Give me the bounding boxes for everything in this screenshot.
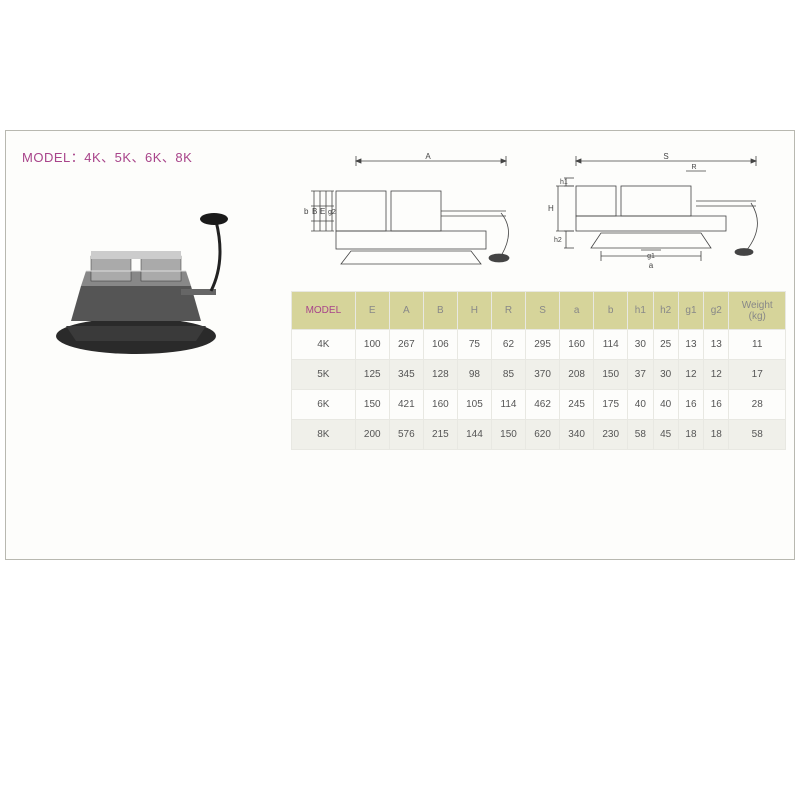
table-cell: 75 [457,330,491,360]
dim-label-S: S [663,152,668,161]
dim-label-E: E [320,207,325,216]
dim-label-g1: g1 [647,253,655,260]
col-header: B [423,292,457,330]
table-row: 8K2005762151441506203402305845181858 [292,420,786,450]
dim-label-A: A [425,152,431,161]
table-cell: 98 [457,360,491,390]
model-title: MODEL：4K、5K、6K、8K [22,147,192,166]
spec-sheet: MODEL：4K、5K、6K、8K [5,130,795,560]
dim-label-B: B [312,207,317,216]
col-header: g1 [678,292,703,330]
dim-label-b: b [304,207,309,216]
table-cell: 25 [653,330,678,360]
table-cell: 85 [491,360,525,390]
table-cell: 345 [389,360,423,390]
table-cell: 421 [389,390,423,420]
table-cell: 13 [678,330,703,360]
table-cell: 620 [526,420,560,450]
table-cell: 40 [653,390,678,420]
table-cell: 267 [389,330,423,360]
table-cell: 150 [594,360,628,390]
table-cell: 28 [729,390,786,420]
table-cell: 295 [526,330,560,360]
col-header: g2 [704,292,729,330]
table-cell: 5K [292,360,356,390]
col-header: h1 [628,292,653,330]
table-cell: 17 [729,360,786,390]
table-cell: 18 [704,420,729,450]
table-row: 5K12534512898853702081503730121217 [292,360,786,390]
table-cell: 200 [355,420,389,450]
dim-label-H: H [548,204,554,213]
table-row: 4K10026710675622951601143025131311 [292,330,786,360]
table-cell: 11 [729,330,786,360]
table-cell: 62 [491,330,525,360]
table-cell: 18 [678,420,703,450]
table-cell: 45 [653,420,678,450]
table-cell: 462 [526,390,560,420]
col-header: b [594,292,628,330]
table-cell: 150 [491,420,525,450]
table-cell: 30 [628,330,653,360]
table-cell: 16 [678,390,703,420]
dim-label-h2: h2 [554,237,562,244]
table-cell: 128 [423,360,457,390]
col-header: h2 [653,292,678,330]
table-cell: 6K [292,390,356,420]
table-cell: 58 [729,420,786,450]
table-cell: 58 [628,420,653,450]
table-cell: 114 [491,390,525,420]
table-cell: 160 [423,390,457,420]
table-cell: 208 [560,360,594,390]
col-header: A [389,292,423,330]
dim-label-a: a [649,261,654,270]
table-cell: 230 [594,420,628,450]
spec-table: MODELEABHRSabh1h2g1g2Weight(kg) 4K100267… [291,291,786,450]
table-body: 4K100267106756229516011430251313115K1253… [292,330,786,450]
table-cell: 13 [704,330,729,360]
col-header: a [560,292,594,330]
dim-label-R: R [691,164,696,171]
table-cell: 40 [628,390,653,420]
table-cell: 16 [704,390,729,420]
table-cell: 160 [560,330,594,360]
table-cell: 370 [526,360,560,390]
table-cell: 150 [355,390,389,420]
dim-label-h1: h1 [560,179,568,186]
technical-diagrams: A [286,141,786,281]
table-cell: 8K [292,420,356,450]
table-cell: 100 [355,330,389,360]
table-cell: 37 [628,360,653,390]
table-cell: 114 [594,330,628,360]
col-header: E [355,292,389,330]
table-cell: 105 [457,390,491,420]
table-cell: 175 [594,390,628,420]
dim-label-g2: g2 [328,209,336,216]
table-cell: 125 [355,360,389,390]
table-cell: 340 [560,420,594,450]
col-header: R [491,292,525,330]
table-cell: 106 [423,330,457,360]
table-cell: 12 [678,360,703,390]
table-cell: 576 [389,420,423,450]
table-cell: 4K [292,330,356,360]
table-header-row: MODELEABHRSabh1h2g1g2Weight(kg) [292,292,786,330]
table-cell: 30 [653,360,678,390]
product-photo [46,191,246,361]
table-cell: 144 [457,420,491,450]
table-cell: 245 [560,390,594,420]
col-header: MODEL [292,292,356,330]
table-cell: 215 [423,420,457,450]
table-cell: 12 [704,360,729,390]
table-row: 6K1504211601051144622451754040161628 [292,390,786,420]
col-header: S [526,292,560,330]
col-header: Weight(kg) [729,292,786,330]
col-header: H [457,292,491,330]
